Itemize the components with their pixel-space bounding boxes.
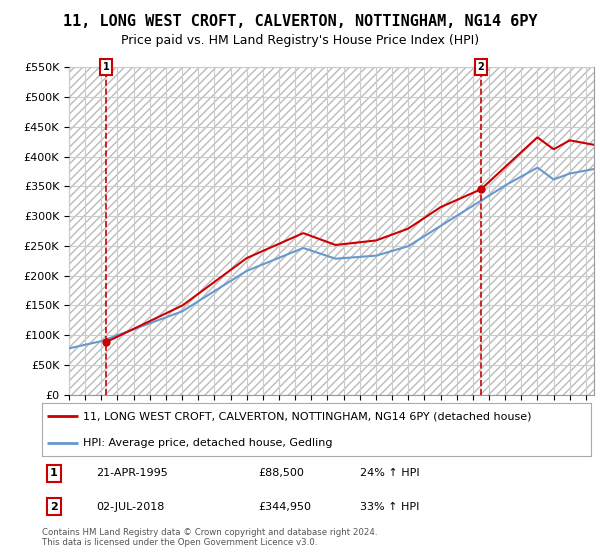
Text: HPI: Average price, detached house, Gedling: HPI: Average price, detached house, Gedl… <box>83 438 332 448</box>
Text: 33% ↑ HPI: 33% ↑ HPI <box>360 502 419 512</box>
Text: 2: 2 <box>478 62 484 72</box>
Text: 1: 1 <box>103 62 110 72</box>
Text: £88,500: £88,500 <box>258 468 304 478</box>
Text: 24% ↑ HPI: 24% ↑ HPI <box>360 468 419 478</box>
Text: 11, LONG WEST CROFT, CALVERTON, NOTTINGHAM, NG14 6PY (detached house): 11, LONG WEST CROFT, CALVERTON, NOTTINGH… <box>83 412 532 422</box>
Text: 2: 2 <box>50 502 58 512</box>
Text: Price paid vs. HM Land Registry's House Price Index (HPI): Price paid vs. HM Land Registry's House … <box>121 34 479 46</box>
Text: 1: 1 <box>50 468 58 478</box>
Text: 21-APR-1995: 21-APR-1995 <box>96 468 168 478</box>
Text: Contains HM Land Registry data © Crown copyright and database right 2024.
This d: Contains HM Land Registry data © Crown c… <box>42 528 377 547</box>
Text: £344,950: £344,950 <box>258 502 311 512</box>
Text: 02-JUL-2018: 02-JUL-2018 <box>96 502 164 512</box>
Text: 11, LONG WEST CROFT, CALVERTON, NOTTINGHAM, NG14 6PY: 11, LONG WEST CROFT, CALVERTON, NOTTINGH… <box>63 14 537 29</box>
